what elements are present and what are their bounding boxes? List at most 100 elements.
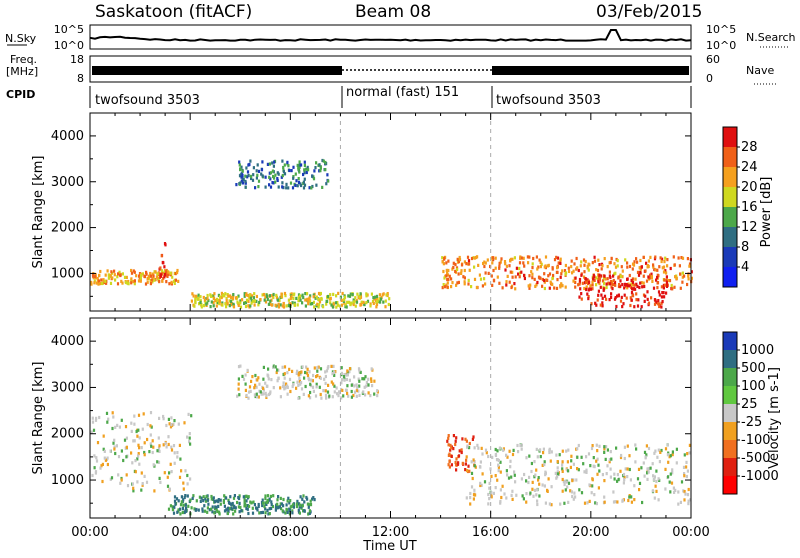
data-cell xyxy=(206,494,209,498)
data-cell xyxy=(631,262,635,266)
data-cell xyxy=(197,508,200,512)
data-cell xyxy=(252,299,255,303)
data-cell xyxy=(103,456,106,460)
data-cell xyxy=(494,453,497,457)
data-cell xyxy=(380,297,383,301)
data-cell xyxy=(599,275,602,279)
data-cell xyxy=(319,166,322,170)
data-cell xyxy=(660,295,663,299)
data-cell xyxy=(445,261,448,265)
data-cell xyxy=(503,492,506,496)
data-cell xyxy=(533,460,536,464)
data-cell xyxy=(543,280,546,284)
data-cell xyxy=(643,299,646,303)
data-cell xyxy=(469,496,472,500)
data-cell xyxy=(501,286,504,290)
data-cell xyxy=(258,389,261,393)
freq-bar-twofsound-2 xyxy=(492,66,689,75)
data-cell xyxy=(457,280,460,284)
data-cell xyxy=(112,441,115,445)
data-cell xyxy=(643,284,646,289)
data-cell xyxy=(603,450,606,454)
data-cell xyxy=(473,488,476,492)
data-cell xyxy=(308,186,311,190)
data-cell xyxy=(672,486,675,490)
data-cell xyxy=(346,391,349,396)
data-cell xyxy=(606,464,609,468)
data-cell xyxy=(287,298,290,302)
data-cell xyxy=(512,448,515,452)
data-cell xyxy=(256,508,259,512)
data-cell xyxy=(100,278,103,282)
data-cell xyxy=(442,269,445,274)
data-cell xyxy=(378,297,381,301)
data-cell xyxy=(279,502,282,506)
velocity-panel-bg xyxy=(90,318,691,518)
data-cell xyxy=(492,256,495,260)
data-cell xyxy=(464,462,467,466)
data-cell xyxy=(340,381,343,385)
data-cell xyxy=(675,447,678,451)
data-cell xyxy=(163,275,166,279)
data-cell xyxy=(131,482,134,486)
data-cell xyxy=(582,462,585,466)
data-cell xyxy=(313,498,316,502)
data-cell xyxy=(204,499,208,503)
data-cell xyxy=(536,267,539,271)
data-cell xyxy=(254,186,257,190)
data-cell xyxy=(448,459,451,464)
data-cell xyxy=(95,416,98,420)
data-cell xyxy=(639,258,642,263)
data-cell xyxy=(302,296,305,300)
data-cell xyxy=(537,275,541,279)
data-cell xyxy=(544,501,547,505)
data-cell xyxy=(337,291,340,295)
data-cell xyxy=(381,293,384,297)
data-cell xyxy=(614,283,617,287)
data-cell xyxy=(324,374,327,379)
data-cell xyxy=(297,396,300,400)
data-cell xyxy=(205,494,208,499)
data-cell xyxy=(266,162,269,166)
data-cell xyxy=(450,285,453,289)
data-cell xyxy=(686,257,689,261)
data-cell xyxy=(260,501,264,505)
colorbar-swatch xyxy=(723,476,737,495)
data-cell xyxy=(210,494,213,499)
data-cell xyxy=(559,261,562,265)
data-cell xyxy=(532,256,535,261)
data-cell xyxy=(616,294,619,298)
data-cell xyxy=(594,501,597,505)
colorbar-swatch xyxy=(723,187,737,208)
data-cell xyxy=(310,186,313,190)
data-cell xyxy=(599,285,602,289)
data-cell xyxy=(504,268,507,272)
data-cell xyxy=(306,497,309,501)
data-cell xyxy=(442,283,445,287)
data-cell xyxy=(255,169,258,173)
data-cell xyxy=(664,447,668,451)
data-cell xyxy=(279,386,282,390)
data-cell xyxy=(280,502,284,506)
data-cell xyxy=(337,394,340,398)
data-cell xyxy=(385,293,388,297)
data-cell xyxy=(219,498,222,502)
data-cell xyxy=(498,446,501,450)
data-cell xyxy=(640,305,643,309)
data-cell xyxy=(319,376,322,380)
data-cell xyxy=(651,462,654,466)
data-cell xyxy=(441,286,444,290)
data-cell xyxy=(660,259,663,264)
data-cell xyxy=(220,296,223,300)
data-cell xyxy=(176,455,179,459)
data-cell xyxy=(482,261,485,266)
data-cell xyxy=(336,303,340,307)
data-cell xyxy=(356,292,359,296)
data-cell xyxy=(244,181,247,185)
data-cell xyxy=(140,274,143,278)
data-cell xyxy=(318,163,321,167)
data-cell xyxy=(152,463,155,467)
data-cell xyxy=(675,276,678,280)
data-cell xyxy=(584,277,587,281)
data-cell xyxy=(454,262,457,267)
